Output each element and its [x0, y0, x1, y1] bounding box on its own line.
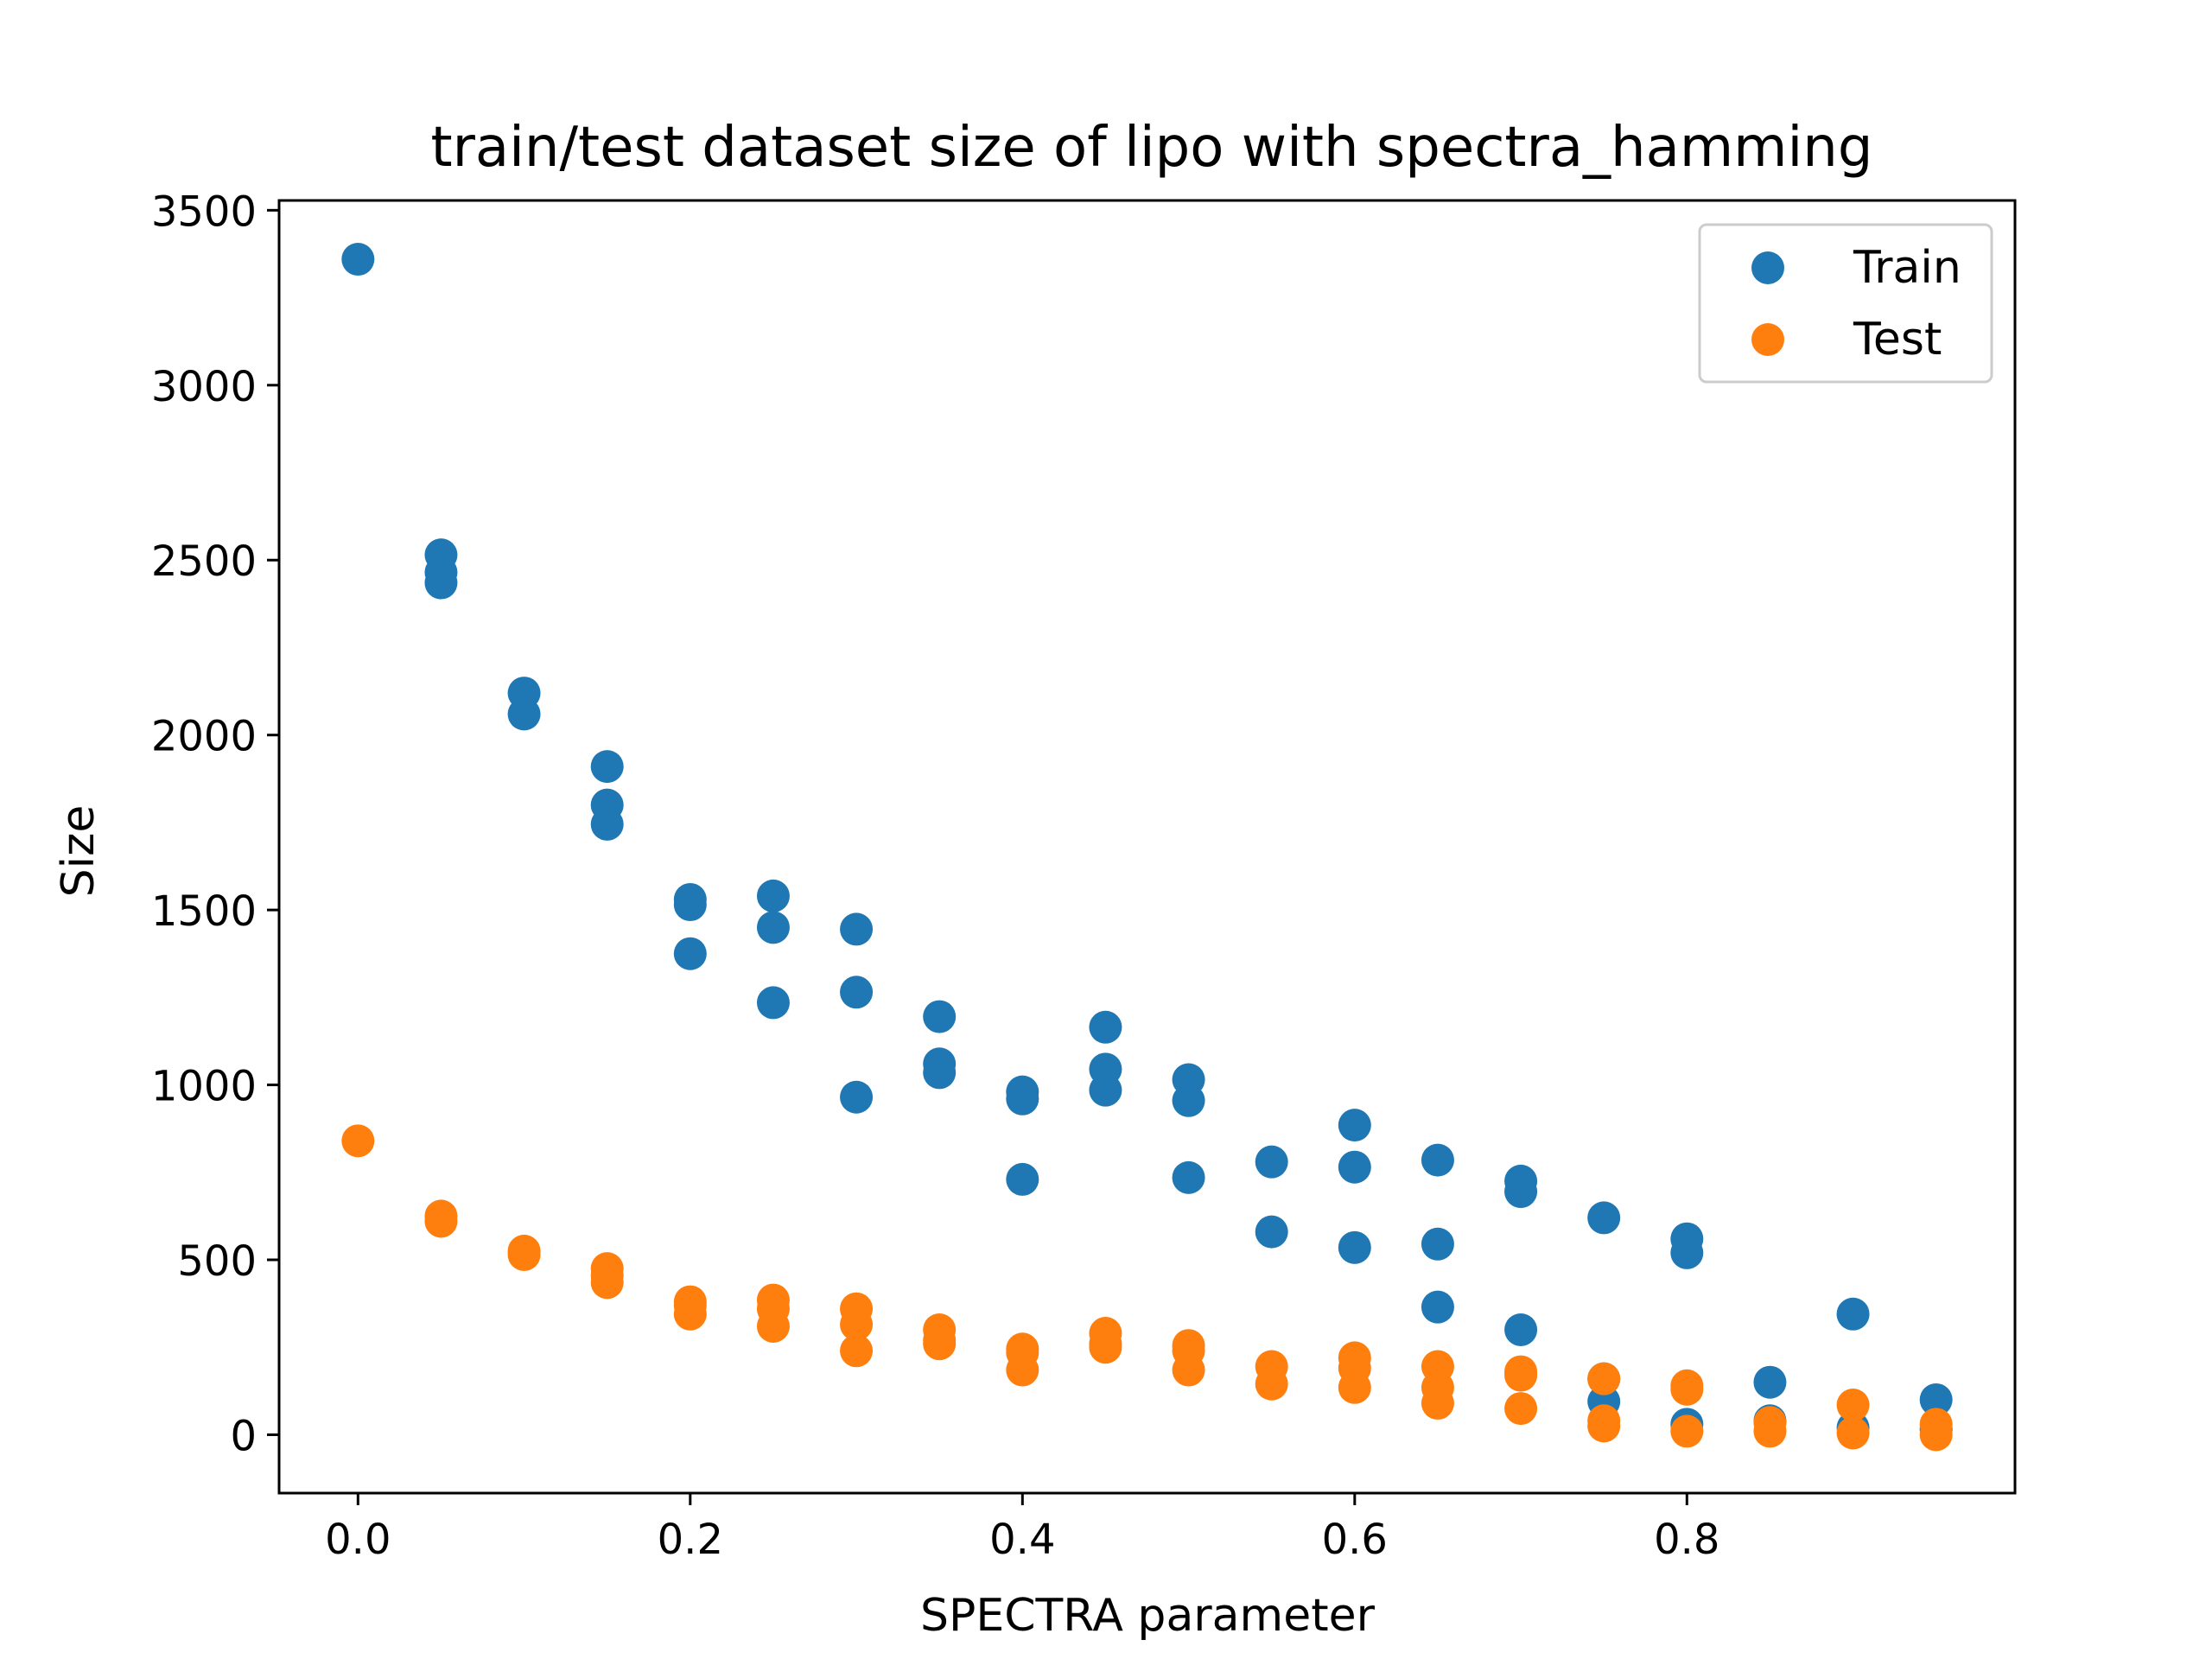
train-point	[840, 1080, 874, 1114]
test-point	[1504, 1358, 1538, 1392]
train-point	[1089, 1073, 1122, 1107]
train-point	[1338, 1150, 1371, 1184]
train-point	[1172, 1160, 1205, 1194]
test-point	[840, 1334, 874, 1368]
plot-points	[341, 243, 1953, 1452]
y-tick-label: 500	[177, 1237, 257, 1286]
x-axis: 0.0 0.2 0.4 0.6 0.8	[325, 1493, 1719, 1564]
test-point	[1836, 1416, 1870, 1450]
x-tick-label: 0.0	[325, 1516, 391, 1564]
train-point	[673, 937, 707, 970]
train-point	[1338, 1109, 1371, 1142]
test-point	[1338, 1370, 1371, 1404]
train-point	[1919, 1382, 1953, 1416]
train-point	[1006, 1162, 1039, 1196]
train-point	[840, 912, 874, 946]
legend-test-marker	[1751, 323, 1784, 356]
test-point	[1587, 1362, 1621, 1395]
test-point	[1504, 1392, 1538, 1426]
train-point	[1006, 1082, 1039, 1116]
train-point	[424, 566, 458, 600]
train-point	[1670, 1236, 1704, 1269]
test-point	[341, 1124, 375, 1158]
y-tick-label: 3000	[151, 363, 257, 411]
train-point	[1255, 1145, 1288, 1179]
train-point	[1504, 1313, 1538, 1346]
test-point	[424, 1205, 458, 1238]
train-point	[840, 976, 874, 1009]
train-point	[341, 243, 375, 276]
legend: Train Test	[1698, 223, 1993, 384]
test-point	[1421, 1387, 1454, 1421]
y-tick-label: 1500	[151, 887, 257, 936]
test-point	[840, 1307, 874, 1341]
test-point	[1919, 1418, 1953, 1452]
train-point	[1338, 1230, 1371, 1264]
train-point	[1504, 1175, 1538, 1209]
train-point	[1421, 1143, 1454, 1177]
train-point	[1587, 1201, 1621, 1235]
test-point	[1006, 1353, 1039, 1387]
train-point	[1255, 1215, 1288, 1249]
legend-train-label: Train	[1853, 242, 1961, 294]
y-tick-label: 1000	[151, 1063, 257, 1111]
test-point	[1587, 1409, 1621, 1443]
test-point	[923, 1327, 957, 1361]
x-tick-label: 0.8	[1654, 1516, 1719, 1564]
x-tick-label: 0.6	[1322, 1516, 1388, 1564]
train-point	[923, 1056, 957, 1090]
test-point	[1670, 1414, 1704, 1448]
test-point	[1670, 1372, 1704, 1406]
train-point	[756, 986, 790, 1020]
test-point	[1753, 1414, 1787, 1448]
test-point	[590, 1266, 624, 1300]
train-point	[1753, 1365, 1787, 1399]
legend-test-label: Test	[1853, 314, 1942, 365]
y-tick-label: 3500	[151, 188, 257, 236]
train-point	[590, 807, 624, 841]
train-point	[1836, 1297, 1870, 1331]
y-axis: 0 500 1000 1500 2000 2500 3000 3500	[151, 188, 279, 1460]
x-axis-label: SPECTRA parameter	[920, 1590, 1376, 1642]
y-axis-label: Size	[53, 805, 105, 898]
train-point	[756, 879, 790, 912]
train-point	[1089, 1010, 1122, 1044]
train-point	[590, 750, 624, 784]
test-point	[1836, 1389, 1870, 1422]
train-point	[1172, 1084, 1205, 1117]
y-tick-label: 2000	[151, 713, 257, 761]
train-point	[673, 888, 707, 922]
test-point	[1089, 1331, 1122, 1364]
train-point	[1421, 1227, 1454, 1261]
series-train	[341, 243, 1953, 1446]
train-point	[1421, 1290, 1454, 1324]
test-point	[1255, 1367, 1288, 1401]
train-point	[507, 697, 541, 731]
y-tick-label: 0	[230, 1412, 257, 1460]
x-tick-label: 0.2	[658, 1516, 723, 1564]
legend-train-marker	[1751, 251, 1784, 284]
chart-title: train/test dataset size of lipo with spe…	[431, 116, 1873, 180]
y-tick-label: 2500	[151, 537, 257, 586]
test-point	[673, 1297, 707, 1331]
test-point	[1172, 1353, 1205, 1387]
test-point	[507, 1237, 541, 1271]
train-point	[923, 1000, 957, 1033]
test-point	[756, 1309, 790, 1343]
plot-frame	[277, 199, 2017, 1495]
x-tick-label: 0.4	[989, 1516, 1055, 1564]
series-test	[341, 1124, 1953, 1452]
train-point	[756, 911, 790, 944]
